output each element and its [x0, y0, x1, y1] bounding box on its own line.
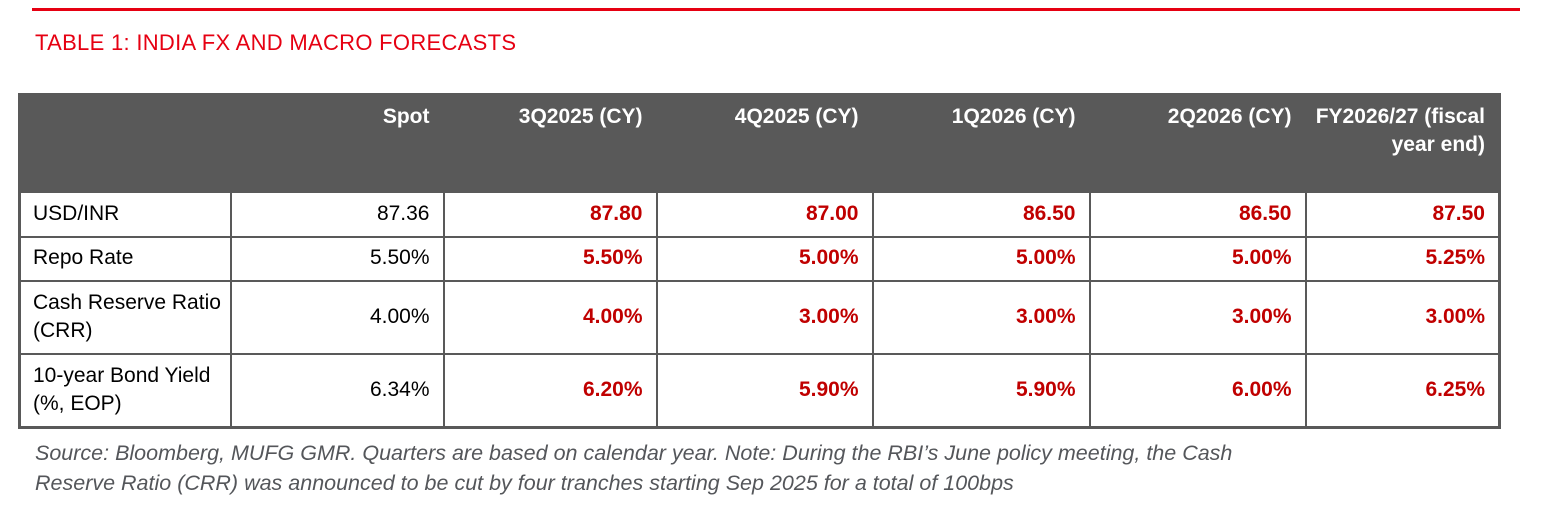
cell-usd-inr-fy2026-27: 87.50: [1304, 190, 1501, 238]
cell-10y-bond-yield-1q2026: 5.90%: [871, 352, 1091, 429]
cell-repo-rate-fy2026-27: 5.25%: [1304, 235, 1501, 282]
fx-macro-forecast-table: Spot 3Q2025 (CY) 4Q2025 (CY) 1Q2026 (CY)…: [18, 93, 1501, 429]
page-title: TABLE 1: INDIA FX AND MACRO FORECASTS: [35, 30, 517, 55]
cell-10y-bond-yield-3q2025: 6.20%: [442, 352, 658, 429]
cell-crr-2q2026: 3.00%: [1088, 279, 1307, 355]
cell-10y-bond-yield-spot: 6.34%: [229, 352, 445, 429]
row-label-repo-rate: Repo Rate: [18, 235, 232, 282]
header-2q2026: 2Q2026 (CY): [1088, 93, 1307, 193]
header-1q2026: 1Q2026 (CY): [871, 93, 1091, 193]
header-row: Spot 3Q2025 (CY) 4Q2025 (CY) 1Q2026 (CY)…: [18, 93, 1501, 193]
header-spot: Spot: [229, 93, 445, 193]
accent-top-rule: [32, 8, 1520, 11]
cell-crr-fy2026-27: 3.00%: [1304, 279, 1501, 355]
cell-repo-rate-3q2025: 5.50%: [442, 235, 658, 282]
cell-repo-rate-4q2025: 5.00%: [655, 235, 874, 282]
cell-repo-rate-1q2026: 5.00%: [871, 235, 1091, 282]
cell-repo-rate-2q2026: 5.00%: [1088, 235, 1307, 282]
header-3q2025: 3Q2025 (CY): [442, 93, 658, 193]
source-note: Source: Bloomberg, MUFG GMR. Quarters ar…: [35, 438, 1495, 498]
cell-usd-inr-2q2026: 86.50: [1088, 190, 1307, 238]
source-note-line-2: Reserve Ratio (CRR) was announced to be …: [35, 471, 1014, 495]
cell-10y-bond-yield-4q2025: 5.90%: [655, 352, 874, 429]
cell-crr-1q2026: 3.00%: [871, 279, 1091, 355]
cell-repo-rate-spot: 5.50%: [229, 235, 445, 282]
header-4q2025: 4Q2025 (CY): [655, 93, 874, 193]
cell-crr-3q2025: 4.00%: [442, 279, 658, 355]
row-label-crr: Cash Reserve Ratio (CRR): [18, 279, 232, 355]
table-row-crr: Cash Reserve Ratio (CRR) 4.00% 4.00% 3.0…: [18, 279, 1501, 355]
source-note-line-1: Source: Bloomberg, MUFG GMR. Quarters ar…: [35, 441, 1233, 465]
cell-crr-spot: 4.00%: [229, 279, 445, 355]
table-row-10y-bond-yield: 10-year Bond Yield (%, EOP) 6.34% 6.20% …: [18, 352, 1501, 429]
cell-usd-inr-4q2025: 87.00: [655, 190, 874, 238]
header-metric: [18, 93, 232, 193]
cell-10y-bond-yield-2q2026: 6.00%: [1088, 352, 1307, 429]
cell-usd-inr-1q2026: 86.50: [871, 190, 1091, 238]
table-row-repo-rate: Repo Rate 5.50% 5.50% 5.00% 5.00% 5.00% …: [18, 235, 1501, 282]
header-fy2026-27: FY2026/27 (fiscal year end): [1304, 93, 1501, 193]
cell-crr-4q2025: 3.00%: [655, 279, 874, 355]
row-label-usd-inr: USD/INR: [18, 190, 232, 238]
cell-10y-bond-yield-fy2026-27: 6.25%: [1304, 352, 1501, 429]
table-row-usd-inr: USD/INR 87.36 87.80 87.00 86.50 86.50 87…: [18, 190, 1501, 238]
cell-usd-inr-spot: 87.36: [229, 190, 445, 238]
row-label-10y-bond-yield: 10-year Bond Yield (%, EOP): [18, 352, 232, 429]
cell-usd-inr-3q2025: 87.80: [442, 190, 658, 238]
